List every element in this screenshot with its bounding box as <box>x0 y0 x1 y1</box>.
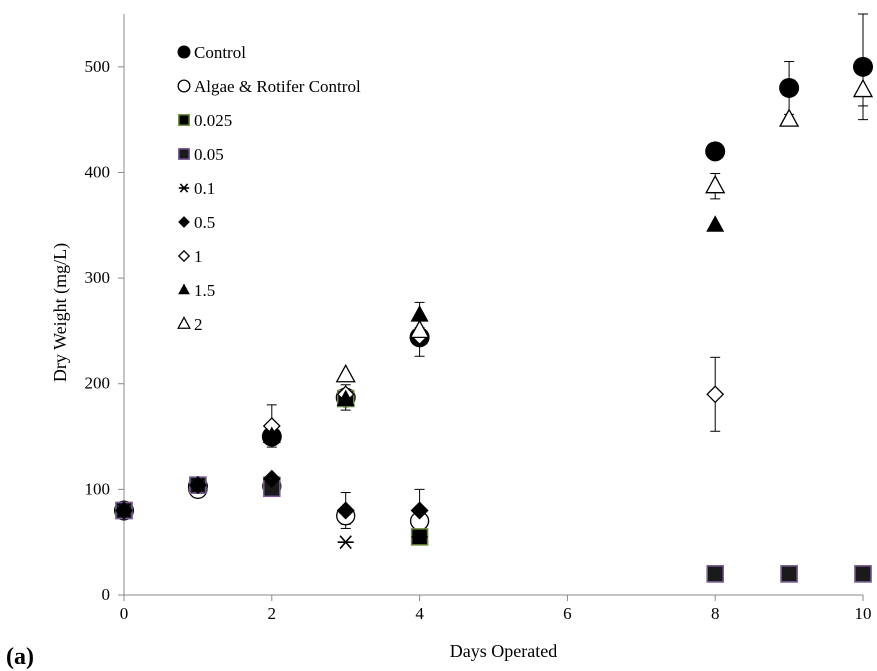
legend-label-1: Algae & Rotifer Control <box>194 77 361 96</box>
panel-label: (a) <box>6 644 34 670</box>
point-series-5 <box>262 469 281 488</box>
point-series-0 <box>779 77 800 98</box>
point-series-4-stroke <box>339 535 352 550</box>
point-series-3 <box>706 565 724 583</box>
point-series-5 <box>115 501 133 520</box>
point-series-8 <box>409 319 430 339</box>
point-series-5 <box>410 501 429 520</box>
point-series-4 <box>337 535 354 550</box>
legend-marker-1 <box>177 79 191 93</box>
y-tick-label: 200 <box>85 374 111 393</box>
legend-label-4: 0.1 <box>194 179 215 198</box>
legend-marker-7 <box>178 283 190 295</box>
y-tick-label: 300 <box>85 268 111 287</box>
y-tick-label: 400 <box>85 162 111 181</box>
y-tick-label: 500 <box>85 57 111 76</box>
point-series-7 <box>336 389 355 407</box>
point-series-8 <box>779 108 800 127</box>
point-series-7 <box>262 426 281 444</box>
point-series-8 <box>335 363 356 383</box>
y-axis-title: Dry Weight (mg/L) <box>50 243 71 382</box>
x-tick-label: 8 <box>711 604 720 623</box>
legend-label-5: 0.5 <box>194 213 215 232</box>
point-series-3 <box>780 565 798 583</box>
legend-label-2: 0.025 <box>194 111 232 130</box>
y-tick-label: 0 <box>102 585 111 604</box>
point-series-6 <box>706 385 725 404</box>
point-series-4 <box>411 529 428 544</box>
x-tick-label: 4 <box>415 604 424 623</box>
legend-label-0: Control <box>194 43 246 62</box>
legend-label-3: 0.05 <box>194 145 224 164</box>
point-series-0 <box>705 141 726 162</box>
legend-marker-6 <box>177 249 191 263</box>
point-series-3 <box>854 565 872 583</box>
x-axis-title: Days Operated <box>450 641 557 661</box>
x-tick-label: 10 <box>855 604 872 623</box>
legend-marker-8 <box>177 316 191 329</box>
legend-marker-5 <box>178 216 190 228</box>
legend-marker-3 <box>178 148 190 160</box>
chart-legend: Control Algae & Rotifer Control 0.025 0.05 0… <box>177 43 361 334</box>
point-series-7 <box>706 215 725 232</box>
x-tick-label: 2 <box>268 604 277 623</box>
y-tick-label: 100 <box>85 479 111 498</box>
chart-axes: 0 100 200 300 400 500 0 2 4 6 8 10 <box>85 14 872 623</box>
data-points <box>114 56 874 583</box>
point-series-8 <box>705 174 726 194</box>
legend-marker-4-stroke <box>179 183 189 193</box>
legend-label-6: 1 <box>194 247 203 266</box>
point-series-8 <box>852 78 874 98</box>
point-series-5 <box>188 476 207 495</box>
x-tick-label: 0 <box>120 604 129 623</box>
point-series-4-stroke <box>413 529 426 544</box>
point-series-7 <box>410 305 429 322</box>
point-series-0 <box>853 56 873 77</box>
legend-label-8: 2 <box>194 315 203 334</box>
legend-label-7: 1.5 <box>194 281 215 300</box>
point-series-5 <box>336 501 355 520</box>
legend-marker-0 <box>177 45 191 59</box>
x-tick-label: 6 <box>563 604 572 623</box>
legend-marker-2 <box>178 114 190 126</box>
legend-marker-4 <box>178 183 190 193</box>
